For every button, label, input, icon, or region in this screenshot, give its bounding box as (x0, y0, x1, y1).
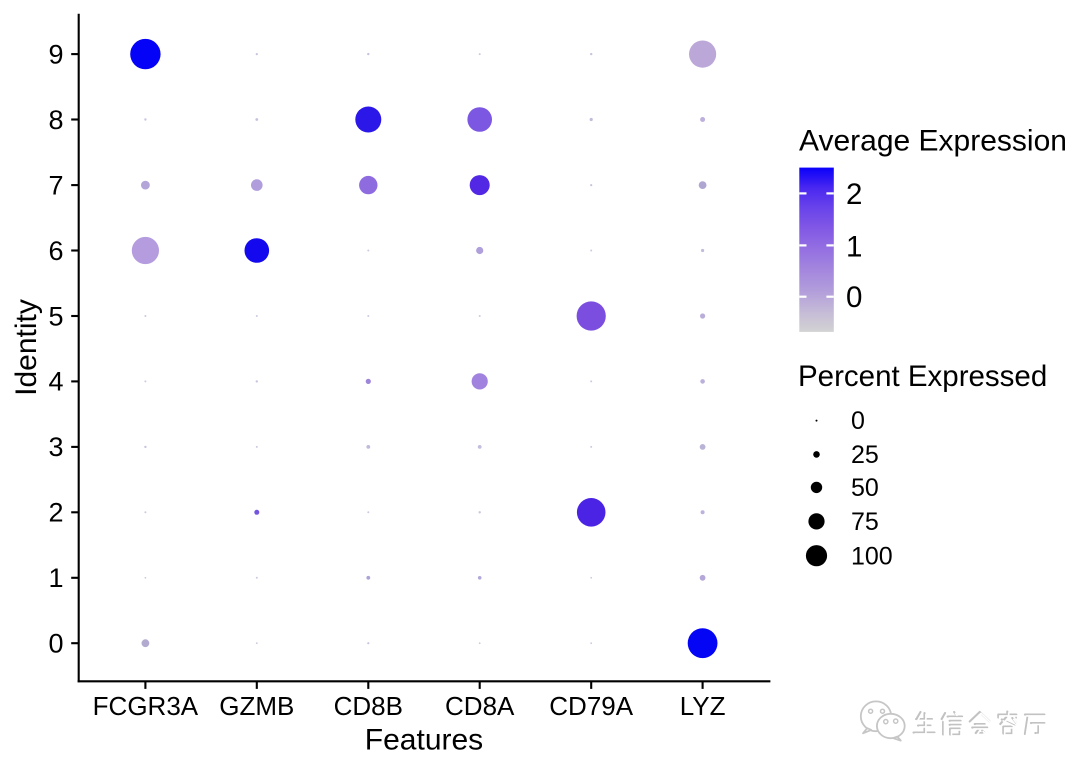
svg-text:CD8A: CD8A (445, 691, 515, 721)
svg-text:6: 6 (48, 236, 63, 266)
svg-text:75: 75 (851, 508, 879, 536)
svg-text:7: 7 (48, 170, 63, 200)
svg-text:0: 0 (851, 407, 865, 435)
svg-text:8: 8 (48, 105, 63, 135)
svg-text:5: 5 (48, 301, 63, 331)
svg-text:CD79A: CD79A (549, 691, 633, 721)
svg-text:2: 2 (48, 498, 63, 528)
svg-text:2: 2 (846, 178, 862, 211)
svg-text:1: 1 (846, 231, 862, 264)
svg-text:Average Expression: Average Expression (799, 124, 1067, 157)
svg-text:50: 50 (851, 474, 879, 502)
svg-text:100: 100 (851, 542, 893, 570)
svg-text:3: 3 (48, 432, 63, 462)
svg-text:CD8B: CD8B (334, 691, 403, 721)
svg-text:25: 25 (851, 441, 879, 469)
svg-text:0: 0 (48, 629, 63, 659)
svg-text:4: 4 (48, 367, 63, 397)
svg-text:LYZ: LYZ (680, 691, 726, 721)
svg-text:Percent Expressed: Percent Expressed (798, 360, 1047, 393)
svg-text:Identity: Identity (10, 299, 43, 396)
svg-text:FCGR3A: FCGR3A (93, 691, 199, 721)
svg-text:0: 0 (846, 281, 862, 314)
svg-text:GZMB: GZMB (219, 691, 294, 721)
svg-text:Features: Features (365, 724, 483, 757)
svg-text:9: 9 (48, 39, 63, 69)
svg-text:1: 1 (48, 563, 63, 593)
